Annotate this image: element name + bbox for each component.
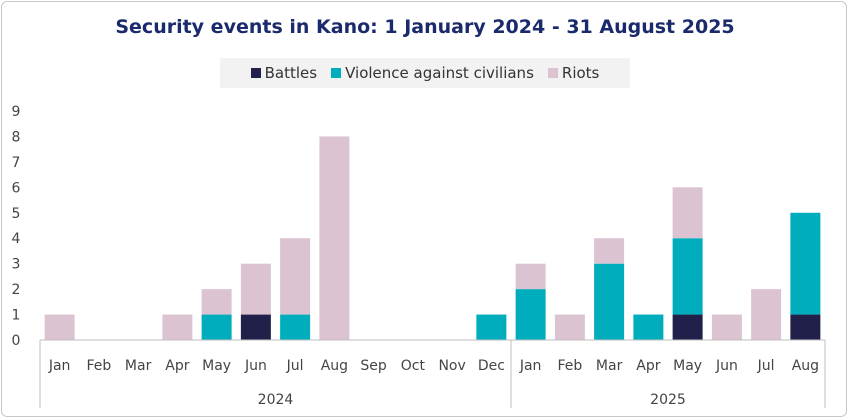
- legend-swatch: [547, 68, 558, 78]
- x-tick-label: Aug: [792, 358, 819, 374]
- bar-battles: [790, 314, 821, 340]
- bar-riots: [44, 314, 75, 340]
- x-tick-label: Jun: [244, 358, 267, 374]
- bar-violence-against-civilians: [515, 289, 546, 340]
- bar-violence-against-civilians: [672, 238, 703, 315]
- bar-violence-against-civilians: [594, 263, 625, 340]
- y-tick-label: 6: [12, 180, 21, 196]
- bar-violence-against-civilians: [790, 212, 821, 315]
- y-tick-label: 5: [12, 206, 21, 222]
- bar-riots: [594, 238, 625, 264]
- x-tick-label: Feb: [557, 358, 582, 374]
- bar-riots: [280, 238, 311, 315]
- x-tick-label: Mar: [125, 358, 152, 374]
- x-tick-label: Jul: [286, 358, 304, 374]
- legend-item-riots: Riots: [547, 64, 600, 82]
- x-tick-label: Jan: [48, 358, 71, 374]
- bar-riots: [672, 187, 703, 239]
- bar-battles: [240, 314, 271, 340]
- legend-label: Battles: [264, 64, 318, 82]
- bar-violence-against-civilians: [280, 314, 311, 340]
- bar-riots: [711, 314, 742, 340]
- y-tick-label: 4: [12, 231, 21, 247]
- bar-riots: [515, 263, 546, 290]
- y-tick-label: 2: [12, 282, 21, 298]
- bar-riots: [554, 314, 585, 340]
- bar-riots: [162, 314, 193, 340]
- y-tick-label: 7: [12, 155, 21, 171]
- x-tick-label: Feb: [86, 358, 111, 374]
- x-tick-label: Sep: [360, 358, 387, 374]
- x-tick-label: May: [202, 358, 231, 374]
- x-tick-label: Jun: [715, 358, 738, 374]
- year-label: 2024: [258, 392, 294, 408]
- y-tick-label: 3: [12, 257, 21, 273]
- bar-violence-against-civilians: [201, 314, 232, 340]
- x-tick-label: Oct: [401, 358, 426, 374]
- x-tick-label: Jan: [519, 358, 542, 374]
- legend-swatch: [250, 68, 261, 78]
- y-tick-label: 8: [12, 129, 21, 145]
- y-tick-label: 1: [12, 308, 21, 324]
- x-tick-label: May: [673, 358, 702, 374]
- bar-riots: [240, 263, 271, 315]
- bar-violence-against-civilians: [476, 314, 507, 340]
- bar-battles: [672, 314, 703, 340]
- bar-riots: [201, 289, 232, 315]
- year-label: 2025: [650, 392, 686, 408]
- y-tick-label: 0: [12, 333, 21, 349]
- legend-label: Violence against civilians: [345, 64, 534, 82]
- legend: Battles Violence against civilians Riots: [220, 58, 630, 88]
- x-tick-label: Apr: [165, 358, 189, 374]
- bar-riots: [319, 136, 350, 340]
- legend-item-battles: Battles: [250, 64, 318, 82]
- legend-label: Riots: [561, 64, 600, 82]
- x-tick-label: Aug: [321, 358, 348, 374]
- bar-riots: [751, 289, 782, 340]
- chart-title: Security events in Kano: 1 January 2024 …: [115, 16, 735, 38]
- x-tick-label: Nov: [438, 358, 465, 374]
- legend-swatch: [331, 68, 342, 78]
- x-tick-label: Jul: [757, 358, 775, 374]
- x-tick-label: Mar: [596, 358, 623, 374]
- x-tick-label: Apr: [636, 358, 660, 374]
- legend-item-violence: Violence against civilians: [331, 64, 534, 82]
- x-tick-label: Dec: [478, 358, 505, 374]
- bar-violence-against-civilians: [633, 314, 664, 340]
- y-tick-label: 9: [12, 104, 21, 120]
